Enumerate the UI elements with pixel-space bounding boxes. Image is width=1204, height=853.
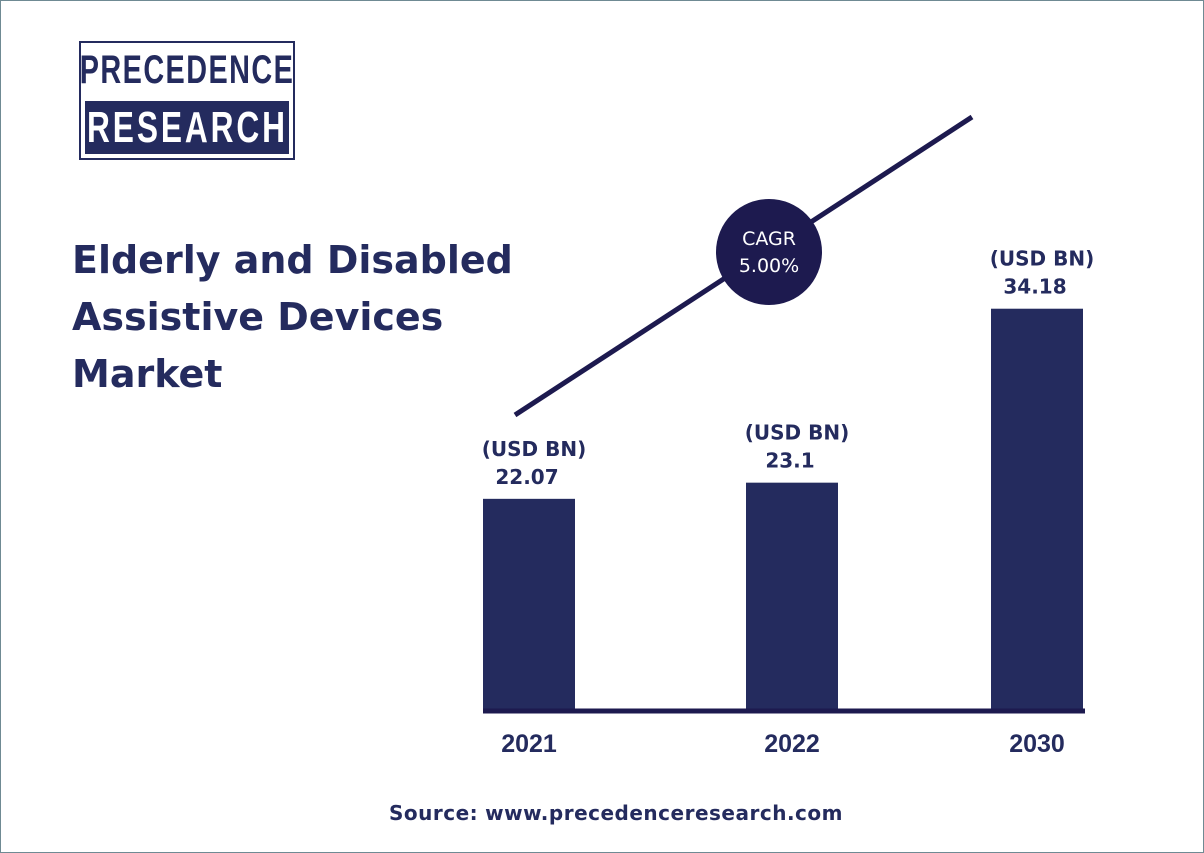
- value-label-2021: 22.07: [495, 465, 558, 489]
- cagr-label: CAGR: [742, 228, 796, 250]
- cagr-bubble: [716, 199, 822, 305]
- chart-title: Elderly and Disabled Assistive Devices M…: [72, 232, 572, 403]
- title-line-1: Elderly and Disabled: [72, 238, 513, 282]
- x-tick-label-2030: 2030: [1009, 730, 1065, 758]
- logo-line-2-band: RESEARCH: [85, 101, 289, 154]
- unit-label-2030: (USD BN): [990, 247, 1094, 271]
- logo-line-1: PRECEDENCE: [79, 48, 295, 92]
- unit-label-2021: (USD BN): [482, 437, 586, 461]
- x-tick-label-2021: 2021: [501, 730, 557, 758]
- source-note: Source: www.precedenceresearch.com: [0, 801, 1204, 825]
- cagr-value: 5.00%: [739, 255, 799, 277]
- bar-2030: [991, 308, 1083, 710]
- x-tick-label-2022: 2022: [764, 730, 820, 758]
- bar-2022: [746, 482, 838, 710]
- value-label-2030: 34.18: [1003, 275, 1066, 299]
- title-line-2: Assistive Devices: [72, 295, 444, 339]
- source-label: Source:: [389, 801, 479, 825]
- logo-line-2: RESEARCH: [86, 102, 288, 152]
- value-label-2022: 23.1: [765, 449, 814, 473]
- source-url: www.precedenceresearch.com: [485, 801, 843, 825]
- unit-label-2022: (USD BN): [745, 421, 849, 445]
- precedence-research-logo: PRECEDENCE RESEARCH: [79, 41, 295, 160]
- title-line-3: Market: [72, 352, 223, 396]
- bar-2021: [483, 498, 575, 710]
